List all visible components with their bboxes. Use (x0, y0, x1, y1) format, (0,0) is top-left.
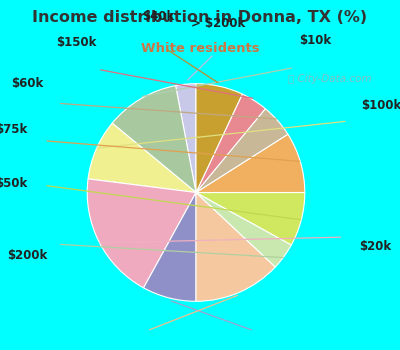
Text: $60k: $60k (11, 77, 44, 90)
Wedge shape (196, 108, 288, 192)
Text: $200k: $200k (7, 249, 48, 262)
Wedge shape (176, 84, 196, 192)
Wedge shape (112, 86, 196, 192)
Text: White residents: White residents (141, 42, 259, 55)
Wedge shape (196, 134, 305, 193)
Wedge shape (196, 84, 242, 192)
Text: $150k: $150k (56, 36, 96, 49)
Wedge shape (87, 179, 196, 288)
Text: $100k: $100k (361, 99, 400, 112)
Text: > $200k: > $200k (191, 18, 245, 30)
Wedge shape (196, 193, 291, 267)
Text: $10k: $10k (300, 34, 332, 47)
Text: $40k: $40k (142, 10, 174, 23)
Text: $50k: $50k (0, 177, 27, 190)
Wedge shape (144, 193, 196, 301)
Wedge shape (196, 94, 265, 192)
Text: ⓘ City-Data.com: ⓘ City-Data.com (288, 74, 372, 84)
Text: $75k: $75k (0, 123, 27, 136)
Wedge shape (196, 193, 305, 245)
Wedge shape (88, 123, 196, 192)
Wedge shape (196, 193, 275, 301)
Text: Income distribution in Donna, TX (%): Income distribution in Donna, TX (%) (32, 10, 368, 25)
Text: $20k: $20k (360, 240, 392, 253)
